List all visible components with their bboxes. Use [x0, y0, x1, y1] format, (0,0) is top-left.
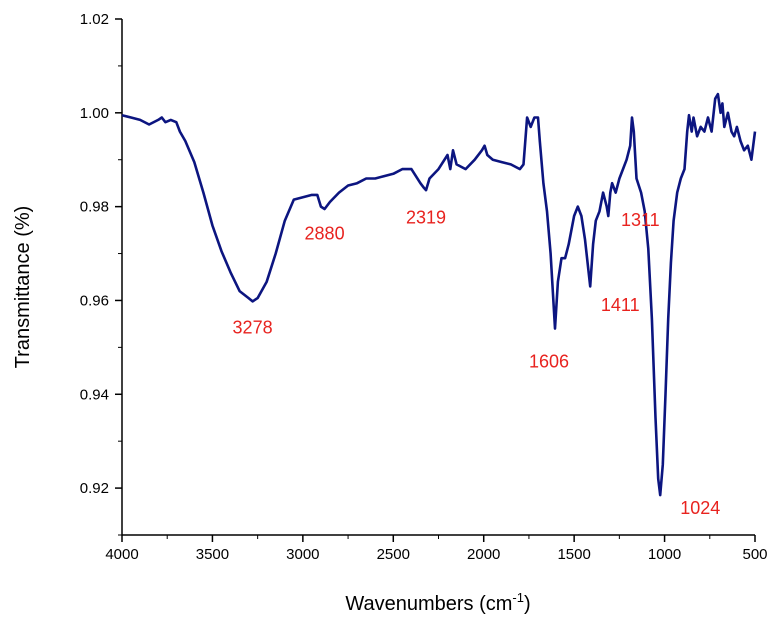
- peak-label-3278: 3278: [233, 317, 273, 337]
- x-tick-label: 500: [742, 546, 767, 563]
- y-tick-label: 0.96: [80, 292, 109, 309]
- x-tick-label: 4000: [105, 546, 138, 563]
- x-tick-label: 2000: [467, 546, 500, 563]
- x-tick-label: 1500: [557, 546, 590, 563]
- y-tick-label: 0.98: [80, 199, 109, 216]
- peak-label-1411: 1411: [601, 295, 640, 315]
- y-tick-label: 0.94: [80, 386, 109, 403]
- y-ticks: 0.92 0.94 0.96 0.98 1.00 1.02: [80, 11, 122, 536]
- transmittance-series-line: [121, 92, 757, 497]
- x-tick-label: 2500: [377, 546, 410, 563]
- x-axis-title-suffix: ): [524, 593, 531, 615]
- peak-label-1024: 1024: [680, 498, 720, 518]
- x-tick-label: 3500: [196, 546, 229, 563]
- x-axis-title-superscript: -1: [512, 590, 524, 605]
- x-axis-title: Wavenumbers (cm-1): [345, 590, 530, 615]
- y-tick-label: 0.92: [80, 480, 109, 497]
- peak-label-1311: 1311: [621, 210, 660, 230]
- y-axis-title: Transmittance (%): [12, 206, 34, 369]
- y-tick-label: 1.00: [80, 105, 109, 122]
- peak-label-2880: 2880: [305, 224, 345, 244]
- x-tick-label: 1000: [648, 546, 681, 563]
- peak-annotations: 3278 2880 2319 1606 1411 1311 1024: [233, 208, 721, 518]
- x-tick-label: 3000: [286, 546, 319, 563]
- x-ticks: 4000 3500 3000 2500 2000 1500 1000 500: [105, 535, 768, 563]
- peak-label-1606: 1606: [529, 352, 569, 372]
- peak-label-2319: 2319: [406, 208, 446, 228]
- x-axis-title-main: Wavenumbers (cm: [345, 593, 512, 615]
- y-tick-label: 1.02: [80, 11, 109, 28]
